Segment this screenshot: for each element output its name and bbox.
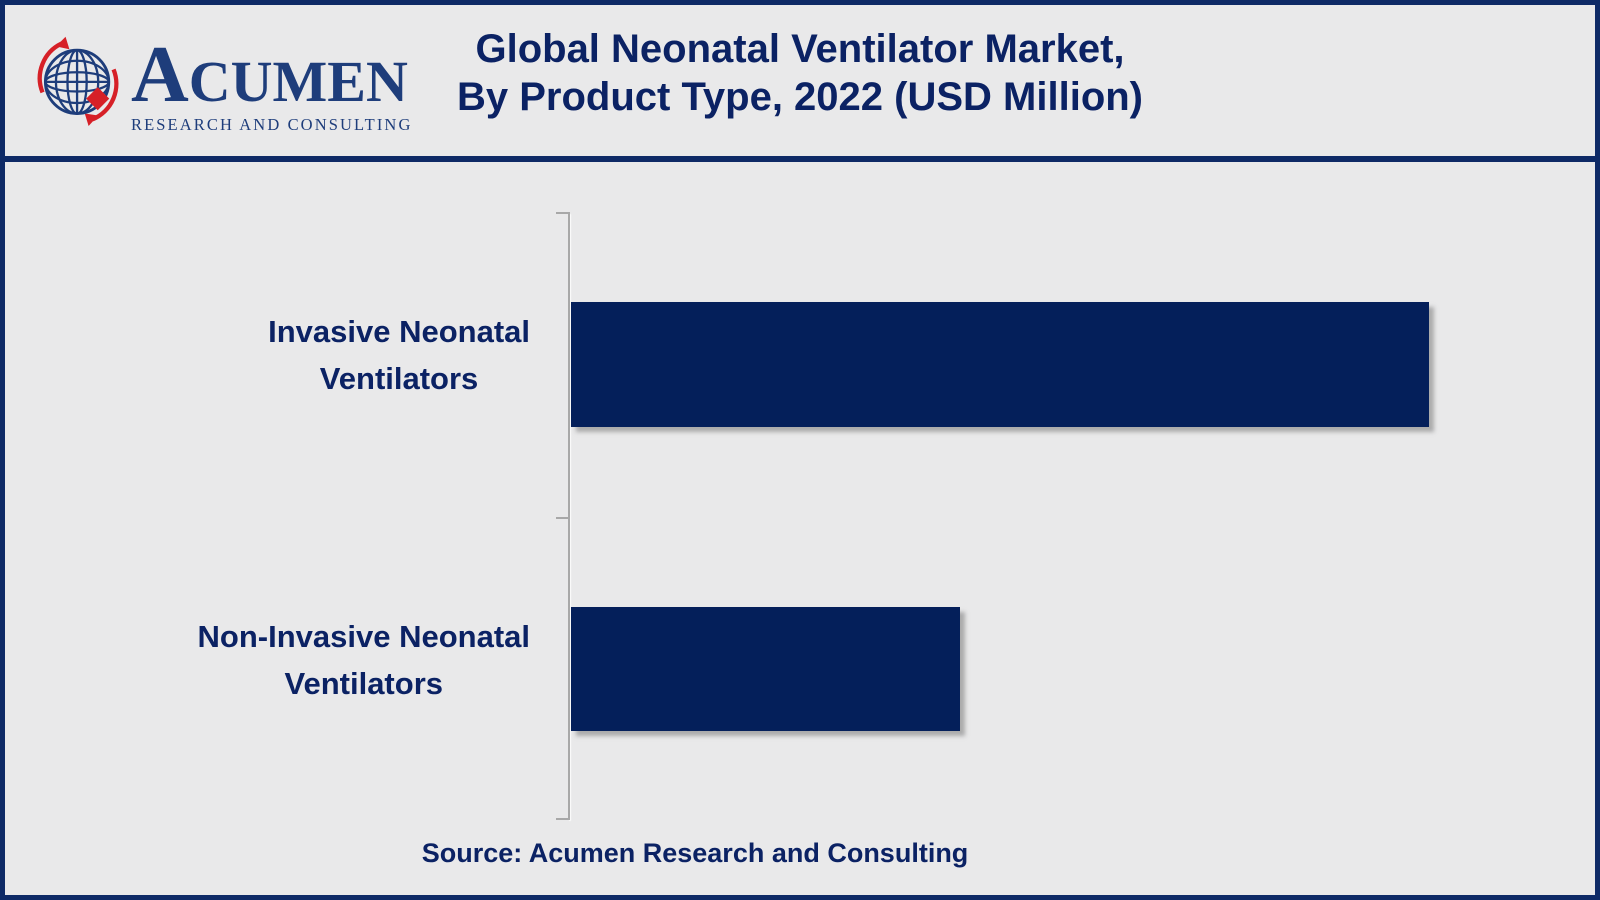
brand-initial: A [131,31,189,119]
globe-icon [31,31,127,127]
axis-tick [556,517,570,519]
logo-text: ACUMEN RESEARCH AND CONSULTING [131,35,413,135]
brand-tagline: RESEARCH AND CONSULTING [131,115,413,134]
category-label-line: Non-Invasive Neonatal [197,619,530,654]
category-label-invasive: Invasive Neonatal Ventilators [268,308,530,402]
header-divider [5,156,1595,162]
acumen-logo: ACUMEN RESEARCH AND CONSULTING [31,31,412,135]
category-axis-line [568,213,570,820]
brand-rest: CUMEN [188,49,408,114]
category-label-line: Ventilators [319,361,479,396]
brand-name: ACUMEN [131,35,412,115]
axis-tick [556,818,570,820]
source-note: Source: Acumen Research and Consulting [421,838,969,868]
chart-title-line2: By Product Type, 2022 (USD Million) [456,75,1144,119]
category-label-non-invasive: Non-Invasive Neonatal Ventilators [198,613,530,707]
chart-title-line1: Global Neonatal Ventilator Market, [475,27,1125,71]
bar-non-invasive-neonatal-ventilators [571,607,960,731]
category-label-line: Ventilators [284,666,444,701]
bar-invasive-neonatal-ventilators [571,302,1429,427]
axis-tick [556,212,570,214]
chart-title: Global Neonatal Ventilator Market, By Pr… [5,25,1595,121]
category-label-line: Invasive Neonatal [268,314,530,349]
